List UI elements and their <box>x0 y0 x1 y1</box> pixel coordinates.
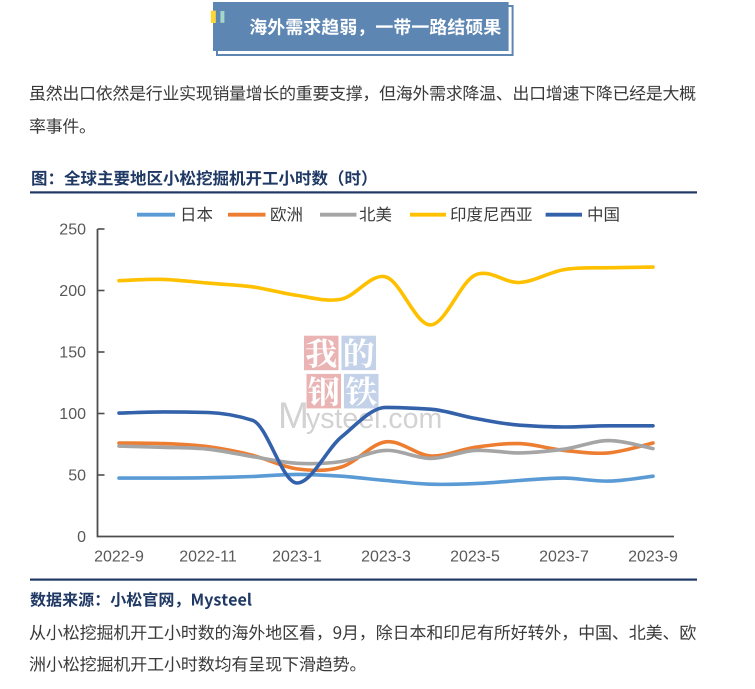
svg-text:0: 0 <box>77 529 86 546</box>
svg-text:2023-7: 2023-7 <box>539 549 589 566</box>
svg-text:250: 250 <box>59 222 86 239</box>
svg-text:200: 200 <box>59 283 86 300</box>
svg-text:2023-1: 2023-1 <box>272 549 322 566</box>
svg-text:2022-9: 2022-9 <box>94 549 144 566</box>
svg-text:M: M <box>278 395 309 436</box>
svg-text:2023-3: 2023-3 <box>361 549 411 566</box>
svg-text:2022-11: 2022-11 <box>179 549 237 566</box>
svg-text:150: 150 <box>59 345 86 362</box>
svg-text:50: 50 <box>68 468 86 485</box>
svg-text:2023-5: 2023-5 <box>450 549 500 566</box>
svg-text:2023-9: 2023-9 <box>628 549 678 566</box>
svg-text:100: 100 <box>59 406 86 423</box>
